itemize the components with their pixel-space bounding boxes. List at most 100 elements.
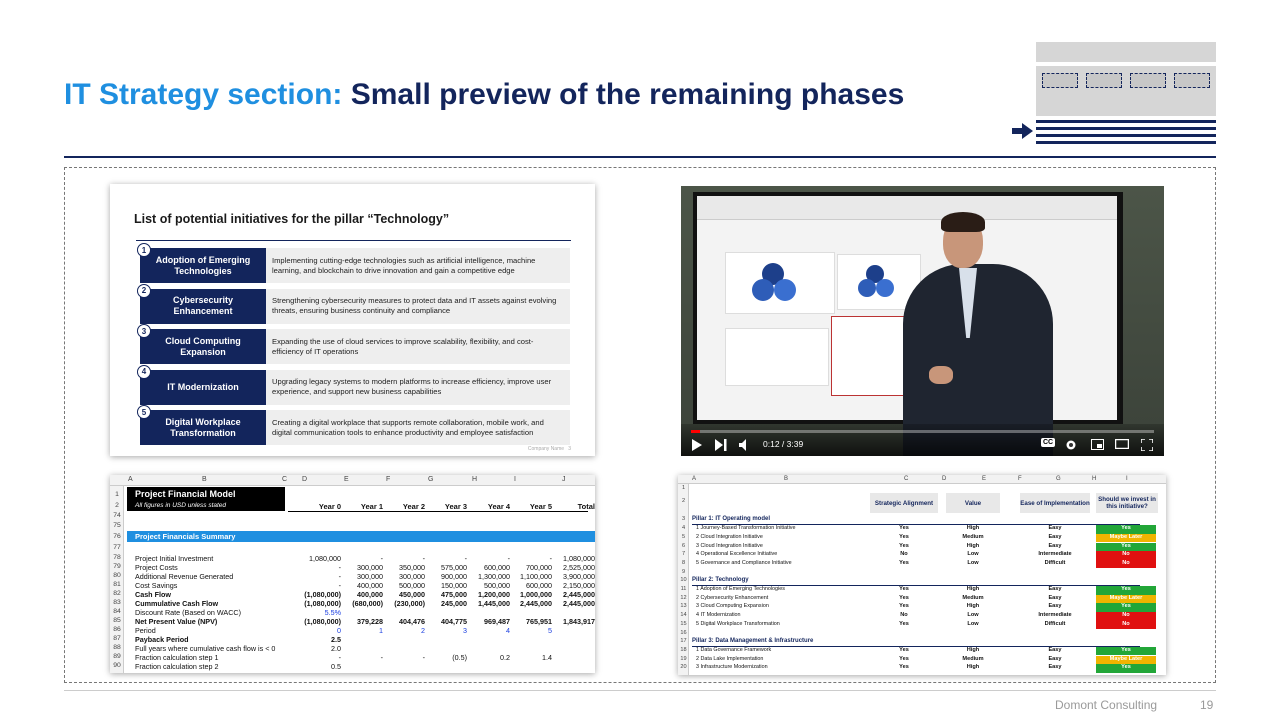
table-row: Payback Period 2.5 (127, 635, 595, 644)
cell-value: Low (967, 612, 979, 619)
captions-icon[interactable]: CC (1041, 438, 1056, 447)
row-number: 12 (680, 594, 687, 601)
cell-value: Easy (1048, 542, 1062, 549)
cell-value: Easy (1048, 594, 1062, 601)
invest-decision-badge: No (1096, 612, 1156, 621)
table-row: Cash Flow (1,080,000) 400,000 450,000 475,00… (127, 590, 595, 599)
cell-value: 400,000 (357, 581, 383, 590)
cell-value: (1,080,000) (304, 599, 341, 608)
row-number: 1 (115, 491, 119, 498)
page-title: IT Strategy section: Small preview of th… (64, 78, 904, 112)
cell-value: Medium (962, 533, 984, 540)
initiative-name: 3 Infrastructure Modernization (696, 664, 768, 671)
table-row: Full years where cumulative cash flow is… (127, 644, 595, 653)
row-label: Payback Period (135, 635, 189, 644)
column-letter: I (1126, 476, 1128, 482)
cell-value: - (422, 554, 425, 563)
row-number: 4 (681, 525, 686, 532)
initiative-row: Cloud Computing Expansion Expanding the u… (137, 324, 570, 364)
cell-value: (1,080,000) (304, 590, 341, 599)
invest-decision-badge: No (1096, 620, 1156, 630)
cell-value: 3,900,000 (563, 572, 595, 581)
column-letter: G (428, 476, 434, 483)
miniplayer-icon[interactable] (1091, 439, 1104, 450)
table-row: 2 Cloud Integration Initiative Yes Medium E… (692, 533, 1156, 543)
table-row: 3 Cloud Computing Expansion Yes High Easy Ye… (692, 603, 1156, 612)
cell-value: High (966, 586, 980, 592)
column-letter: I (514, 476, 516, 483)
initiative-label: Digital Workplace Transformation (140, 410, 266, 445)
cell-value: No (900, 612, 908, 619)
initiative-label: Cloud Computing Expansion (140, 329, 266, 364)
column-letter: H (472, 476, 478, 483)
cell-value: 700,000 (526, 563, 552, 572)
invest-decision-badge: Maybe Later (1096, 655, 1156, 665)
cell-value: 1,000,000 (520, 590, 552, 599)
column-header: Should we invest in this initiative? (1096, 493, 1158, 513)
spreadsheet-row-numbers: 1 2 74 75 76 77 78 79 80 81 82 83 84 85 86 87 88 89 90 (110, 486, 124, 673)
row-label: Full years where cumulative cash flow is… (135, 644, 276, 653)
next-icon[interactable] (715, 439, 727, 451)
header-underline (288, 511, 588, 512)
table-row: 5 Governance and Compliance Initiative Ye… (692, 559, 1156, 569)
model-title: Project Financial Model (135, 489, 236, 499)
cell-value: 600,000 (526, 581, 552, 590)
row-number: 89 (113, 653, 121, 660)
cell-value: - (380, 554, 383, 563)
table-row: Net Present Value (NPV) (1,080,000) 379,22… (127, 617, 595, 626)
cell-value: 575,000 (441, 563, 467, 572)
initiative-row: Digital Workplace Transformation Creating… (137, 405, 570, 445)
cell-value: 4 (506, 626, 510, 635)
financial-model-preview: A B C D E F G H I J 1 2 74 75 76 77 78 79 80 81 82 83 84 85 86 8… (110, 475, 595, 673)
fullscreen-icon[interactable] (1141, 439, 1153, 451)
row-label: Net Present Value (NPV) (135, 617, 218, 626)
play-icon[interactable] (691, 439, 703, 451)
row-number: 86 (113, 626, 121, 633)
cell-value: 2,445,000 (520, 599, 552, 608)
row-number: 5 (681, 533, 686, 540)
year-header: Year 4 (487, 502, 510, 511)
initiatives-rule (136, 240, 571, 241)
row-number: 13 (680, 603, 687, 610)
table-row: Period 0 1 2 3 4 5 (127, 626, 595, 635)
row-label: Project Costs (135, 563, 178, 572)
invest-decision-badge: Yes (1096, 525, 1156, 534)
cell-value: Yes (899, 559, 909, 566)
cell-value: 1.4 (542, 653, 552, 662)
invest-decision-badge: Yes (1096, 586, 1156, 595)
invest-decision-badge: Maybe Later (1096, 533, 1156, 543)
row-label: Period (135, 626, 156, 635)
table-row: 4 Operational Excellence Initiative No Low… (692, 551, 1156, 560)
volume-icon[interactable] (739, 439, 751, 451)
pillar-heading: Pillar 2: Technology (692, 577, 749, 584)
row-label: Cummulative Cash Flow (135, 599, 219, 608)
row-number: 81 (113, 581, 121, 588)
table-row: Fraction calculation step 1 - - - (0.5) 0.2 1.… (127, 653, 595, 662)
initiative-label: Cybersecurity Enhancement (140, 288, 266, 324)
cell-value: 2 (421, 626, 425, 635)
cell-value: 1,200,000 (478, 590, 510, 599)
theater-mode-icon[interactable] (1115, 439, 1129, 449)
video-player[interactable]: 0:12 / 3:39 CC (681, 186, 1164, 456)
navigator-phase (1086, 73, 1122, 88)
cell-value: Yes (899, 646, 909, 653)
cell-value: (0.5) (452, 653, 467, 662)
row-number: 75 (113, 522, 121, 529)
year-header: Year 3 (444, 502, 467, 511)
row-label: Discount Rate (Based on WACC) (135, 608, 241, 617)
initiative-name: 3 Cloud Integration Initiative (696, 542, 763, 549)
initiatives-heading: List of potential initiatives for the pi… (134, 212, 450, 226)
row-number: 17 (680, 638, 687, 645)
navigator-phase (1042, 73, 1078, 88)
invest-decision-badge: Yes (1096, 603, 1156, 612)
settings-gear-icon[interactable] (1065, 439, 1077, 451)
cell-value: Yes (899, 525, 909, 532)
pillar-underline (692, 524, 1140, 526)
cell-value: Medium (962, 594, 984, 601)
video-progress-bar[interactable] (691, 430, 1154, 433)
row-number: 8 (681, 559, 686, 566)
cell-value: High (966, 603, 980, 610)
initiative-name: 4 Operational Excellence Initiative (696, 551, 778, 558)
video-controls: 0:12 / 3:39 CC (681, 424, 1164, 456)
